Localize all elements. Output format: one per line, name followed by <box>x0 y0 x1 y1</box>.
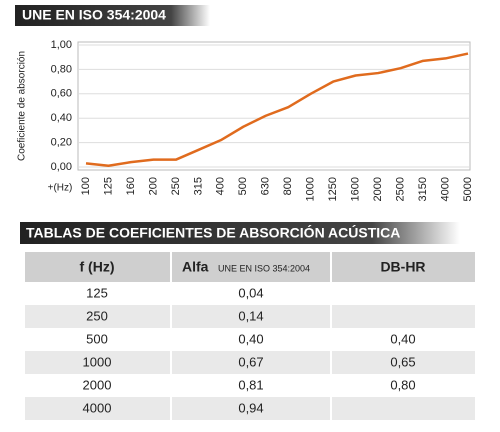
x-tick-label: 125 <box>102 177 114 195</box>
table-row <box>25 397 475 420</box>
chart-title: UNE EN ISO 354:2004 <box>22 7 166 23</box>
table-cell: 2000 <box>83 377 112 392</box>
y-axis-label: Coeficiente de absorción <box>17 51 28 161</box>
table-cell: 250 <box>86 308 108 323</box>
table-cell: 500 <box>86 331 108 346</box>
y-tick-label: 0,40 <box>51 112 72 124</box>
x-tick-label: 2000 <box>372 177 384 201</box>
table-cell: 0,80 <box>390 377 415 392</box>
table-cell: 0,40 <box>390 331 415 346</box>
x-tick-label: 4000 <box>439 177 451 201</box>
col-header-note: UNE EN ISO 354:2004 <box>218 263 310 273</box>
table-title: TABLAS DE COEFICIENTES DE ABSORCIÓN ACÚS… <box>26 224 400 241</box>
x-tick-label: 3150 <box>417 177 429 201</box>
x-tick-label: 800 <box>282 177 294 195</box>
table-cell: 0,04 <box>238 285 263 300</box>
table-cell: 4000 <box>83 400 112 415</box>
x-tick-label: 1000 <box>305 177 317 201</box>
table-row <box>25 374 475 397</box>
x-tick-label: 1250 <box>327 177 339 201</box>
table-header-bar <box>20 222 460 244</box>
x-tick-label: 500 <box>237 177 249 195</box>
y-tick-label: 0,00 <box>51 161 72 173</box>
table-cell: 0,65 <box>390 354 415 369</box>
x-tick-label: 100 <box>80 177 92 195</box>
y-tick-label: 0,80 <box>51 63 72 75</box>
y-tick-label: 0,60 <box>51 88 72 100</box>
data-line <box>85 52 469 168</box>
table-cell: 1000 <box>83 354 112 369</box>
x-tick-label: 315 <box>192 177 204 195</box>
table-cell: 0,94 <box>238 400 263 415</box>
table-cell: 0,40 <box>238 331 263 346</box>
table-cell: 0,14 <box>238 308 263 323</box>
table-cell: 0,67 <box>238 354 263 369</box>
table-row <box>25 328 475 351</box>
y-tick-label: 0,20 <box>51 137 72 149</box>
x-tick-label: 5000 <box>462 177 474 201</box>
col-header: Alfa <box>182 259 209 275</box>
plot-frame <box>77 41 471 171</box>
x-tick-label: 630 <box>260 177 272 195</box>
table-cell: 125 <box>86 285 108 300</box>
table-head-row <box>25 252 475 282</box>
x-tick-label: 200 <box>147 177 159 195</box>
chart-header-bar <box>15 5 210 26</box>
y-tick-label: 1,00 <box>51 39 72 51</box>
col-header: DB-HR <box>380 259 425 275</box>
table-row <box>25 351 475 374</box>
x-tick-label: 2500 <box>394 177 406 201</box>
table-row <box>25 282 475 305</box>
col-header: f (Hz) <box>80 259 115 275</box>
x-tick-label: 400 <box>215 177 227 195</box>
table-row <box>25 305 475 328</box>
x-tick-label: 160 <box>125 177 137 195</box>
x-tick-label: 1600 <box>350 177 362 201</box>
table-cell: 0,81 <box>238 377 263 392</box>
x-tick-label: 250 <box>170 177 182 195</box>
x-axis-label: +(Hz) <box>48 183 73 194</box>
